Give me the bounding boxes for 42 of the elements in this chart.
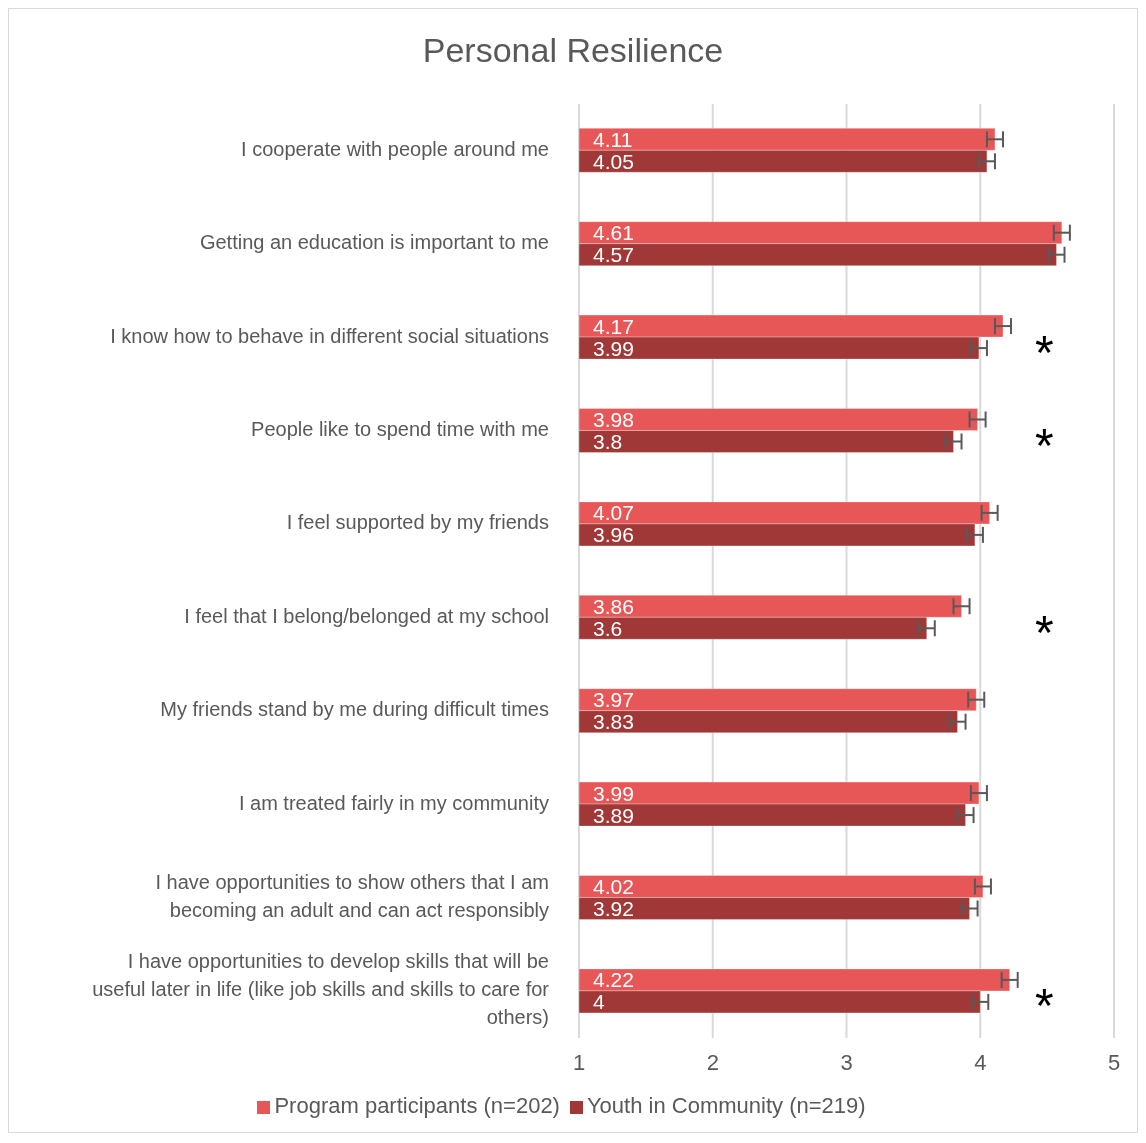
annotation: *	[1035, 605, 1054, 659]
x-tick-label: 4	[974, 1049, 987, 1075]
data-label: 3.86	[593, 594, 634, 618]
y-tick-label: People like to spend time with me	[251, 418, 549, 441]
annotation: *	[1035, 418, 1054, 472]
data-label: 4	[593, 990, 605, 1014]
legend-label: Youth in Community (n=219)	[586, 1093, 866, 1118]
x-tick-label: 1	[572, 1049, 586, 1075]
data-label: 4.07	[593, 501, 634, 525]
data-label: 3.99	[593, 336, 634, 360]
annotation: *	[1035, 325, 1054, 379]
x-tick-label: 5	[1107, 1049, 1121, 1075]
data-label: 4.57	[593, 243, 634, 267]
data-label: 4.22	[593, 968, 634, 992]
legend-label: Program participants (n=202)	[274, 1093, 560, 1118]
data-label: 3.6	[593, 616, 623, 640]
x-tick-label: 2	[706, 1049, 719, 1075]
data-label: 3.8	[593, 429, 623, 453]
y-tick-label: I feel supported by my friends	[286, 511, 549, 534]
data-label: 4.61	[593, 221, 634, 245]
y-tick-label: Getting an education is important to me	[199, 231, 549, 254]
y-tick-label: I have opportunities to develop skills that will be useful later in life (like job skills and skills to care for others)	[92, 950, 550, 1029]
data-label: 4.05	[593, 149, 634, 173]
data-label: 3.99	[593, 781, 634, 805]
data-label: 3.97	[593, 688, 634, 712]
y-tick-label: I know how to behave in different social situations	[110, 324, 549, 347]
data-label: 3.98	[593, 407, 634, 431]
chart-title: Personal Resilience	[421, 30, 725, 71]
y-tick-label: I feel that I belong/belonged at my school	[184, 604, 549, 627]
data-label: 3.89	[593, 803, 634, 827]
y-tick-label: I have opportunities to show others that I am becoming an adult and can act responsibly	[155, 871, 549, 922]
data-label: 4.02	[593, 874, 634, 898]
x-tick-label: 3	[840, 1049, 853, 1075]
data-label: 3.96	[593, 523, 634, 547]
y-tick-label: I cooperate with people around me	[241, 137, 549, 160]
data-label: 4.11	[593, 127, 633, 151]
data-label: 3.83	[593, 710, 634, 734]
annotation: *	[1035, 979, 1054, 1033]
y-tick-label: My friends stand by me during difficult times	[160, 698, 549, 721]
data-label: 3.92	[593, 896, 634, 920]
y-tick-label: I am treated fairly in my community	[238, 791, 549, 814]
data-label: 4.17	[593, 314, 634, 338]
